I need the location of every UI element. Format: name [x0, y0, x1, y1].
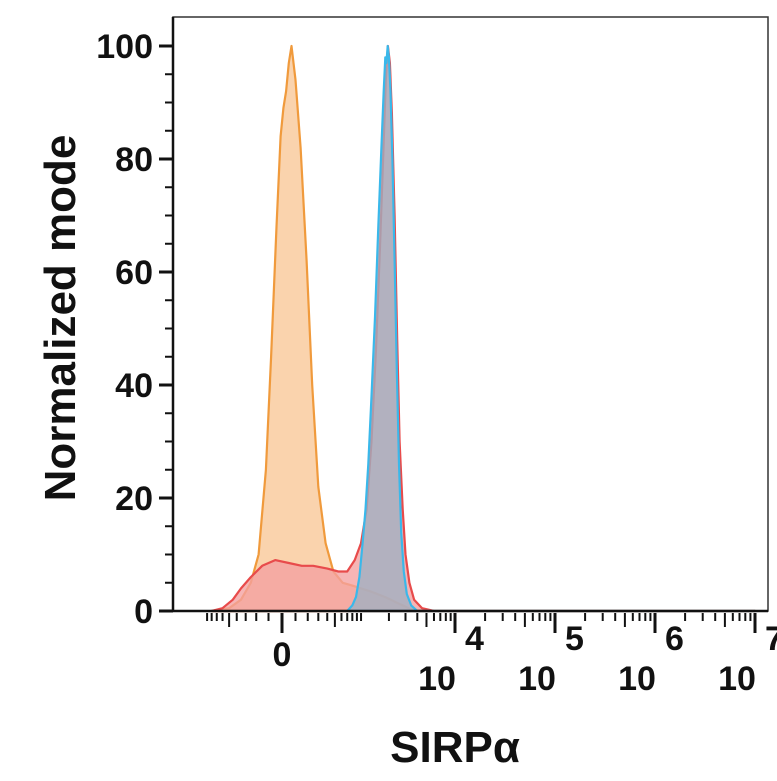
- y-tick-label: 0: [134, 593, 153, 631]
- x-tick-label-exponent: 7: [765, 620, 777, 658]
- x-tick-label-exponent: 5: [565, 620, 584, 658]
- x-tick-label: 0: [273, 636, 292, 674]
- x-axis-title: SIRPα: [390, 723, 520, 772]
- y-tick-label: 100: [96, 28, 153, 66]
- y-axis: 0 20 40 60 80 100: [96, 17, 175, 631]
- x-tick-label-exponent: 4: [465, 620, 484, 658]
- x-tick-label-base: 10: [618, 660, 656, 698]
- x-tick-label-base: 10: [718, 660, 756, 698]
- y-tick-label: 60: [115, 254, 153, 292]
- series-layer: [210, 44, 757, 613]
- y-tick-label: 80: [115, 141, 153, 179]
- x-tick-label-base: 10: [418, 660, 456, 698]
- y-axis-title: Normalized mode: [36, 135, 85, 502]
- series-1-area: [210, 44, 757, 613]
- x-tick-label-exponent: 6: [665, 620, 684, 658]
- series-3-area: [346, 44, 757, 613]
- y-tick-label: 20: [115, 480, 153, 518]
- x-tick-label-base: 10: [518, 660, 556, 698]
- y-tick-label: 40: [115, 367, 153, 405]
